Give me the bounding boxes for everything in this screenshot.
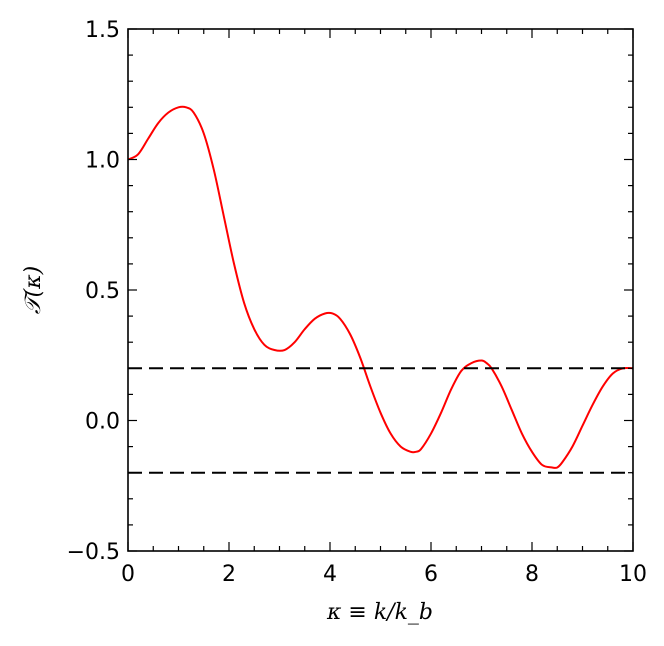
x-tick-label: 10	[619, 562, 647, 587]
x-tick-label: 6	[424, 562, 438, 587]
x-tick-label: 2	[222, 562, 236, 587]
x-axis-label: κ ≡ k/k_b	[326, 600, 433, 625]
tick-label-layer: 0 2 4 6 8 10 −0.5 0.0 0.5 1.0 1.5	[67, 18, 647, 587]
series-line	[127, 105, 634, 469]
x-tick-label: 0	[121, 562, 135, 587]
y-tick-label: 0.5	[85, 279, 120, 304]
y-tick-label: 0.0	[85, 410, 120, 435]
x-tick-label: 8	[525, 562, 539, 587]
x-tick-label: 4	[323, 562, 337, 587]
y-axis-label: 𝒯(κ)	[21, 266, 46, 314]
plot-frame	[127, 28, 634, 552]
y-tick-label: 1.5	[85, 18, 120, 43]
ticks-layer	[127, 28, 634, 552]
series-layer	[127, 105, 634, 474]
y-tick-label: −0.5	[67, 540, 120, 565]
y-tick-label: 1.0	[85, 149, 120, 174]
